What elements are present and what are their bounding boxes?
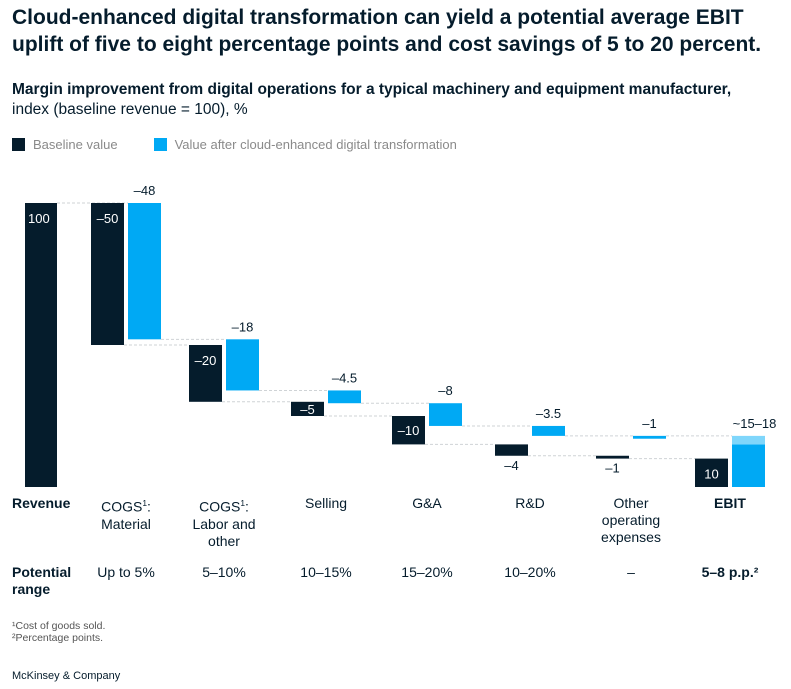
data-label-revenue: 100 [28,211,50,226]
data-label-cogs-baseline: –20 [195,353,217,368]
subtitle-main: Margin improvement from digital operatio… [12,81,732,98]
category-label-g-a: G&A [412,495,442,511]
potential-range-value: 5–8 p.p.² [701,564,759,580]
legend-item-baseline: Baseline value [12,137,118,152]
data-label-other-operating-expenses-baseline: –1 [605,461,619,476]
bar-selling-baseline [291,401,324,416]
potential-range-value: – [627,564,635,580]
category-label-revenue: Revenue [12,495,71,511]
bar-cogs-after [128,203,161,340]
category-label-other-operating-expenses: Other operating expenses [601,495,661,545]
bar-selling-after [328,390,361,404]
subtitle-unit: index (baseline revenue = 100), % [12,101,248,118]
data-label-cogs-after: –18 [232,319,254,334]
bar-revenue-baseline [25,203,57,487]
potential-range-label: Potential range [12,564,72,597]
potential-range-value: 10–15% [300,564,352,580]
footnote-1: ¹Cost of goods sold. [12,620,106,632]
data-label-g-a-baseline: –10 [398,423,420,438]
bar-cogs-baseline [189,345,222,402]
bar-ebit-after-range [732,435,765,445]
headline: Cloud-enhanced digital transformation ca… [12,6,762,56]
category-label-selling: Selling [304,495,348,511]
bar-r-d-after [532,425,565,436]
category-label-cogs: COGS1: Labor and other [192,498,256,549]
waterfall-chart: 100 –50 –48 –20 –18 –5 –4.5 –10 –8 –4 –3.5 –1 –1 10 ~1… [25,183,777,487]
category-label-cogs: COGS1: Material [101,498,151,532]
bar-cogs-baseline [91,203,124,345]
data-label-cogs-after: –48 [134,183,156,198]
legend-swatch-after [153,138,167,151]
legend: Baseline value Value after cloud-enhance… [12,137,493,152]
bar-r-d-baseline [495,444,528,456]
bar-ebit-baseline [695,458,728,487]
data-label-selling-baseline: –5 [300,402,314,417]
data-label-g-a-after: –8 [438,383,452,398]
chart-subtitle: Margin improvement from digital operatio… [12,80,782,120]
category-label-ebit: EBIT [714,495,746,511]
legend-swatch-baseline [12,138,25,151]
legend-item-after: Value after cloud-enhanced digital trans… [153,137,457,152]
potential-range-value: 15–20% [401,564,453,580]
data-label-r-d-after: –3.5 [536,406,561,421]
bar-cogs-after [226,339,259,391]
potential-range-value: Up to 5% [97,564,155,580]
data-label-other-operating-expenses-after: –1 [642,416,656,431]
legend-label-after: Value after cloud-enhanced digital trans… [174,137,457,152]
bar-g-a-after [429,403,462,426]
bar-g-a-baseline [392,416,425,445]
data-label-ebit-baseline: 10 [704,467,718,482]
legend-label-baseline: Baseline value [33,137,118,152]
bar-other-operating-expenses-after [633,435,666,439]
source: McKinsey & Company [12,670,121,682]
bar-ebit-after [732,444,765,487]
data-label-ebit-after: ~15–18 [733,416,777,431]
data-label-selling-after: –4.5 [332,370,357,385]
potential-range-value: 10–20% [504,564,556,580]
category-label-r-d: R&D [515,495,545,511]
bar-other-operating-expenses-baseline [596,455,629,459]
data-label-r-d-baseline: –4 [504,458,518,473]
potential-range-value: 5–10% [202,564,246,580]
footnote-2: ²Percentage points. [12,632,104,644]
footnotes: ¹Cost of goods sold. ²Percentage points. [12,620,105,644]
data-label-cogs-baseline: –50 [97,211,119,226]
